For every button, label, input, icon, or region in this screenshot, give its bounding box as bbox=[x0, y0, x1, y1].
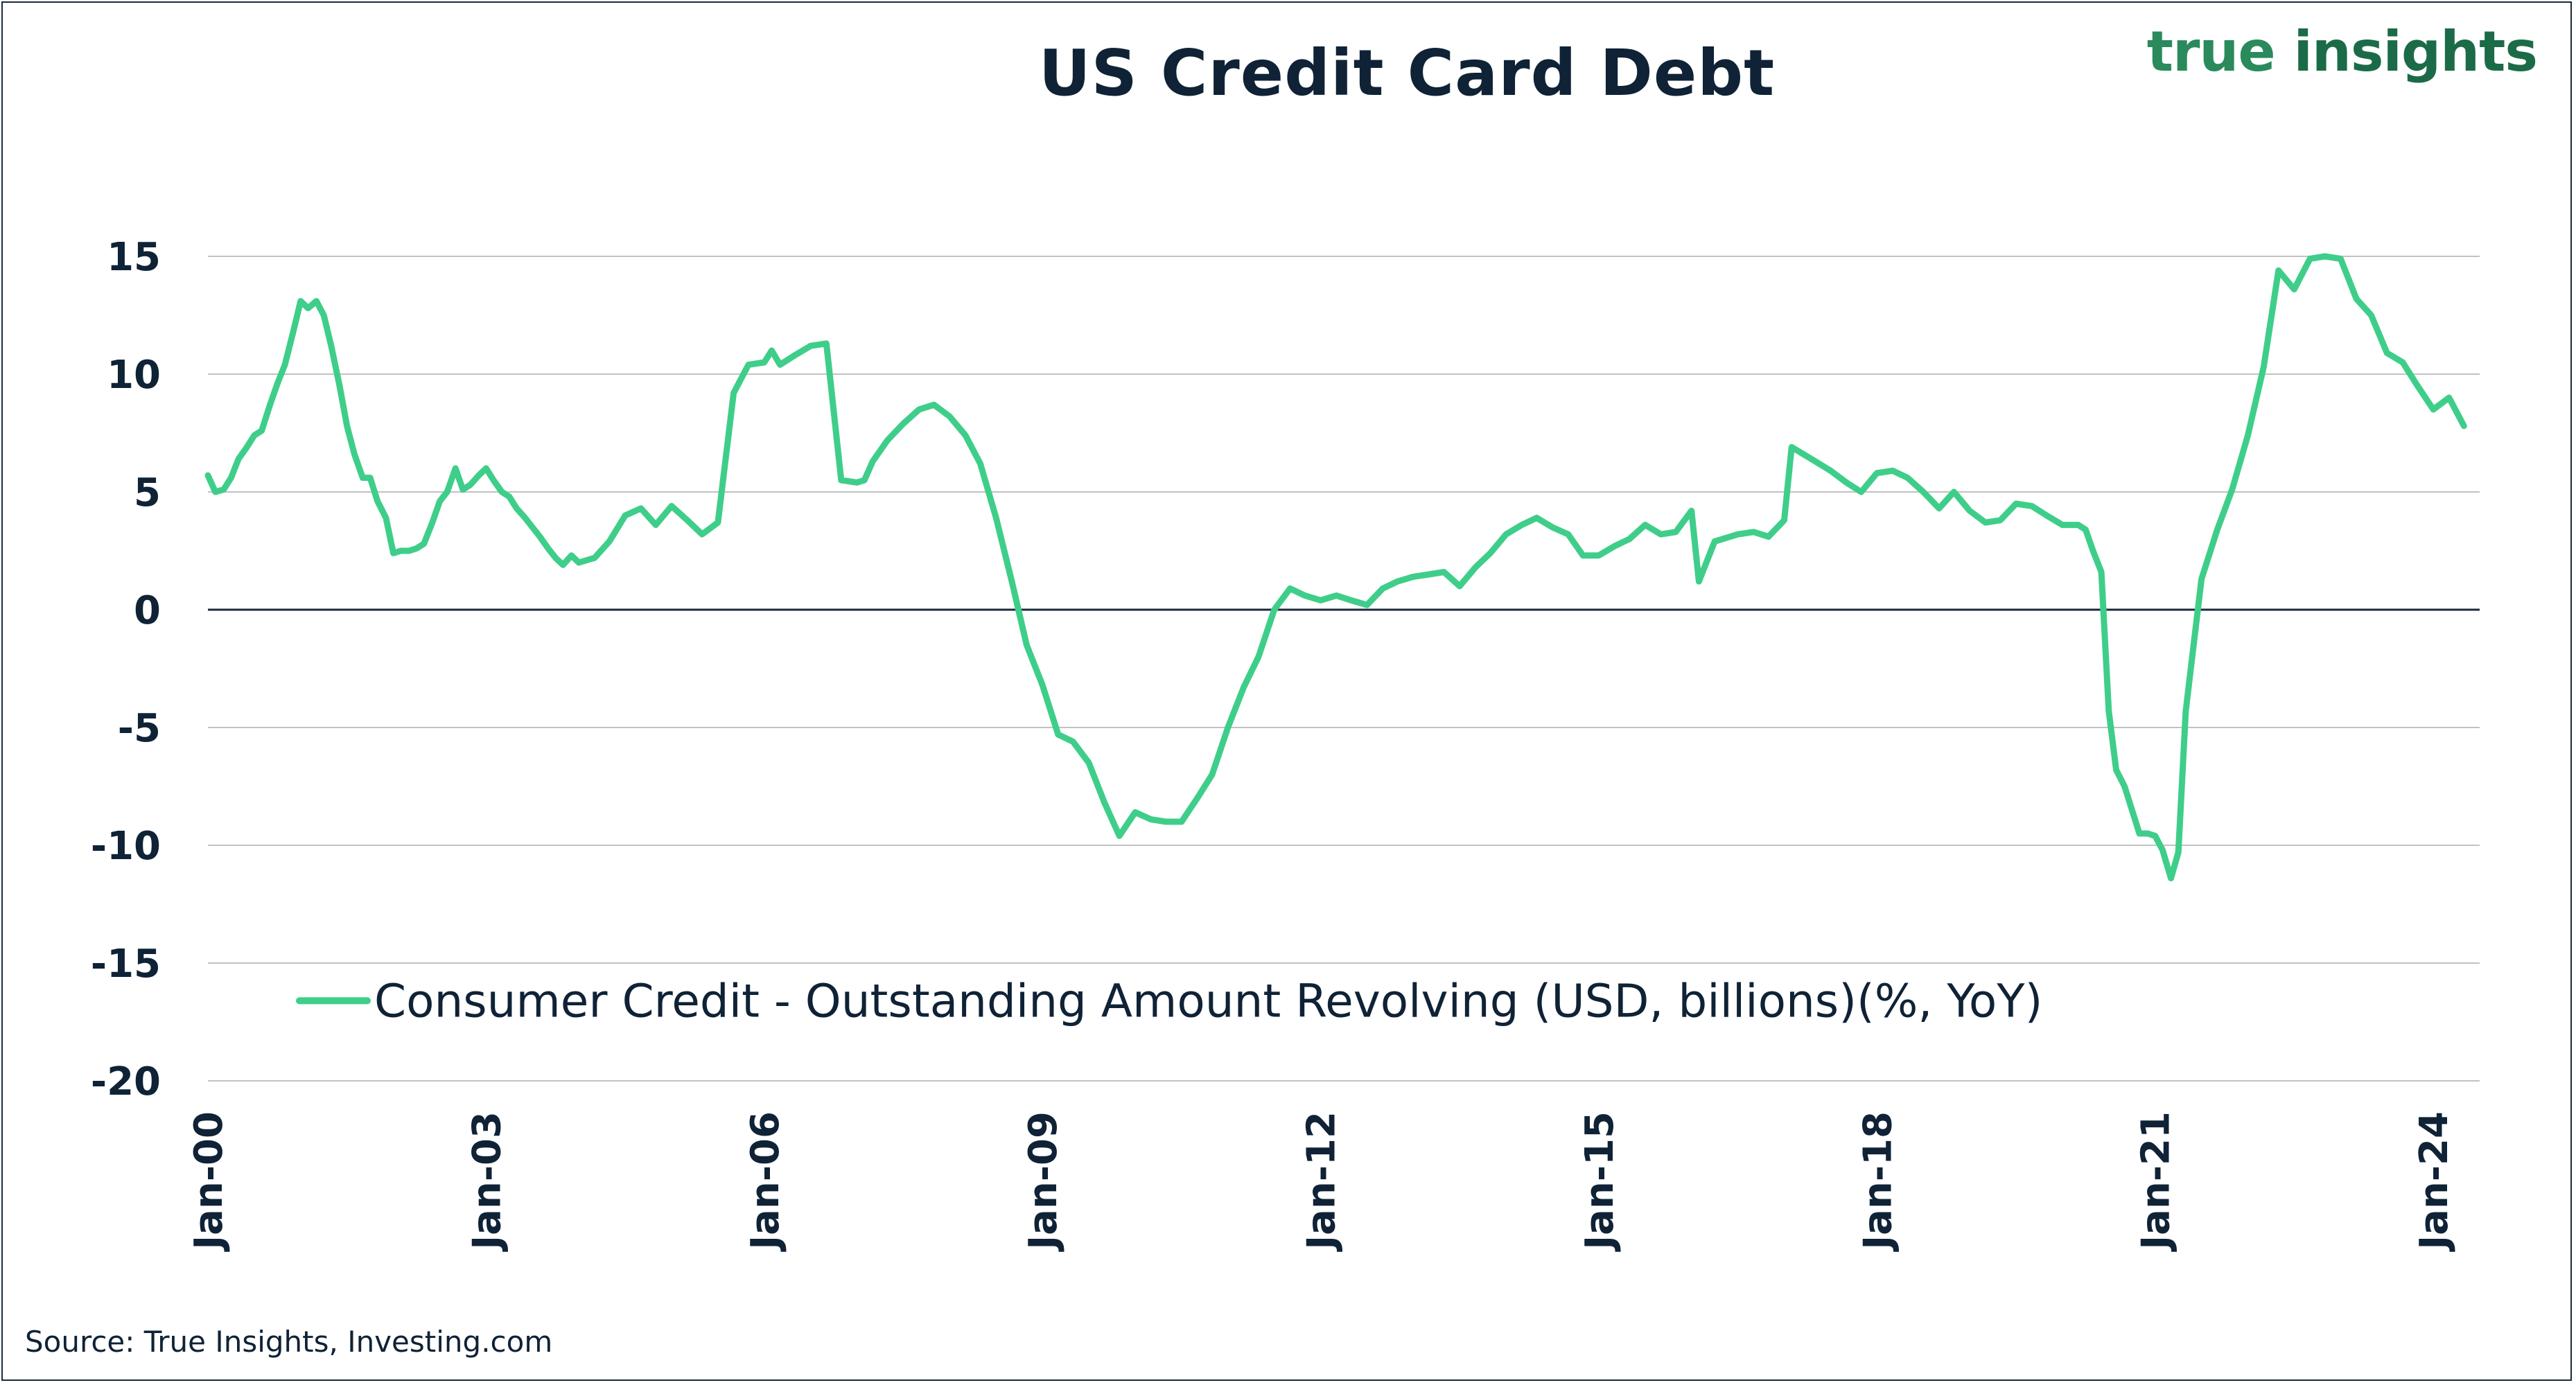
y-tick-label: -10 bbox=[91, 824, 161, 869]
y-tick-label: 15 bbox=[107, 235, 161, 280]
y-tick-label: 5 bbox=[134, 470, 161, 515]
series-layer bbox=[204, 253, 2467, 882]
x-tick-label: Jan-15 bbox=[1577, 1111, 1622, 1253]
legend: Consumer Credit - Outstanding Amount Rev… bbox=[296, 974, 2042, 1027]
source-note: Source: True Insights, Investing.com bbox=[25, 1325, 553, 1359]
brand-logo-part1: true bbox=[2146, 19, 2276, 84]
x-tick-label: Jan-12 bbox=[1299, 1111, 1344, 1253]
x-tick-label: Jan-06 bbox=[743, 1111, 788, 1253]
x-tick-label: Jan-21 bbox=[2134, 1111, 2179, 1253]
x-tick-label: Jan-03 bbox=[464, 1111, 509, 1253]
y-tick-label: 10 bbox=[107, 353, 161, 398]
y-tick-label: -15 bbox=[91, 942, 161, 987]
x-tick-label: Jan-18 bbox=[1855, 1111, 1900, 1253]
x-tick-label: Jan-24 bbox=[2412, 1111, 2457, 1253]
x-tick-label: Jan-09 bbox=[1021, 1111, 1066, 1253]
series-line bbox=[204, 253, 2467, 882]
gridlines bbox=[208, 256, 2480, 1082]
y-tick-label: -5 bbox=[118, 706, 161, 751]
brand-logo: true insights bbox=[2146, 19, 2538, 84]
brand-logo-part2: insights bbox=[2293, 19, 2538, 84]
legend-label: Consumer Credit - Outstanding Amount Rev… bbox=[374, 974, 2042, 1027]
x-tick-label: Jan-00 bbox=[186, 1111, 231, 1253]
y-tick-label: 0 bbox=[134, 588, 161, 633]
chart-title: US Credit Card Debt bbox=[1038, 36, 1776, 110]
y-axis-ticks: 15 10 5 0 -5 -10 -15 -20 bbox=[91, 235, 161, 1104]
y-tick-label: -20 bbox=[91, 1059, 161, 1104]
x-axis-ticks: Jan-00 Jan-03 Jan-06 Jan-09 Jan-12 Jan-15 Jan-… bbox=[186, 1111, 2457, 1253]
